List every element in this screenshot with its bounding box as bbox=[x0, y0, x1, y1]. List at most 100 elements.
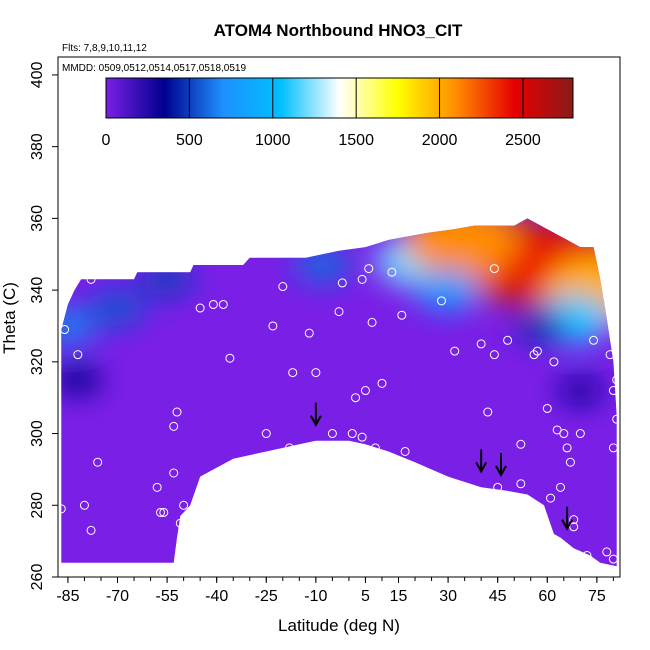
observation-marker bbox=[516, 479, 526, 489]
observation-marker bbox=[489, 350, 499, 360]
observation-marker bbox=[489, 264, 499, 274]
heatmap-hot-spot bbox=[140, 262, 194, 297]
x-tick-label: 45 bbox=[489, 588, 507, 605]
heatmap-field bbox=[61, 218, 617, 567]
observation-marker bbox=[532, 346, 542, 356]
heatmap-hot-spot bbox=[61, 364, 102, 395]
dates-subtitle: MMDD: 0509,0512,0514,0517,0518,0519 bbox=[62, 63, 246, 74]
y-tick-label: 260 bbox=[29, 564, 46, 591]
observation-marker bbox=[516, 439, 526, 449]
colorbar-gradient bbox=[105, 77, 574, 119]
colorbar: 0 500 1000 1500 2000 2500 bbox=[102, 77, 574, 149]
observation-marker bbox=[387, 267, 397, 277]
observation-marker bbox=[56, 504, 66, 514]
observation-markers bbox=[56, 238, 622, 564]
observation-marker bbox=[549, 357, 559, 367]
colorbar-tick-label: 2500 bbox=[505, 132, 541, 149]
observation-marker bbox=[169, 421, 179, 431]
x-tick-label: 75 bbox=[588, 588, 606, 605]
observation-marker bbox=[327, 429, 337, 439]
observation-marker bbox=[195, 303, 205, 313]
plot-border bbox=[57, 56, 621, 578]
observation-marker bbox=[562, 443, 572, 453]
colorbar-tick-label: 0 bbox=[102, 132, 111, 149]
observation-marker bbox=[86, 525, 96, 535]
down-arrow bbox=[495, 453, 507, 478]
observation-marker bbox=[612, 375, 622, 385]
observation-marker bbox=[476, 339, 486, 349]
y-tick-label: 320 bbox=[29, 348, 46, 375]
observation-marker bbox=[311, 368, 321, 378]
colorbar-tick-label: 2000 bbox=[422, 132, 458, 149]
observation-marker bbox=[284, 443, 294, 453]
observation-marker bbox=[86, 274, 96, 284]
observation-marker bbox=[608, 554, 618, 564]
x-tick-label: -85 bbox=[56, 588, 79, 605]
y-axis-label: Theta (C) bbox=[0, 282, 19, 354]
chart-title: ATOM4 Northbound HNO3_CIT bbox=[214, 21, 463, 40]
observation-marker bbox=[288, 368, 298, 378]
observation-marker bbox=[93, 457, 103, 467]
observation-marker bbox=[608, 386, 618, 396]
observation-marker bbox=[152, 482, 162, 492]
observation-marker bbox=[79, 500, 89, 510]
down-arrow bbox=[309, 402, 322, 427]
observation-marker bbox=[367, 317, 377, 327]
observation-marker bbox=[208, 299, 218, 309]
down-arrow bbox=[475, 449, 488, 474]
observation-marker bbox=[555, 482, 565, 492]
observation-marker bbox=[436, 296, 446, 306]
observation-marker bbox=[400, 446, 410, 456]
observation-marker bbox=[612, 414, 622, 424]
x-tick-label: -70 bbox=[106, 588, 129, 605]
observation-marker bbox=[605, 350, 615, 360]
y-tick-label: 360 bbox=[29, 205, 46, 232]
y-axis: 260 280 300 320 340 360 380 400 bbox=[29, 61, 58, 590]
observation-marker bbox=[493, 482, 503, 492]
arrow-markers bbox=[309, 402, 573, 531]
observation-marker bbox=[261, 429, 271, 439]
observation-marker bbox=[357, 432, 367, 442]
heatmap-hot-spot bbox=[294, 246, 351, 284]
observation-marker bbox=[278, 282, 288, 292]
observation-marker bbox=[337, 278, 347, 288]
x-tick-label: -25 bbox=[255, 588, 278, 605]
observation-marker bbox=[357, 274, 367, 284]
observation-marker bbox=[169, 468, 179, 478]
observation-marker bbox=[450, 346, 460, 356]
observation-marker bbox=[347, 429, 357, 439]
y-tick-label: 340 bbox=[29, 277, 46, 304]
observation-marker bbox=[155, 507, 165, 517]
observation-marker bbox=[179, 500, 189, 510]
observation-marker bbox=[608, 443, 618, 453]
y-tick-label: 300 bbox=[29, 420, 46, 447]
heatmap-hot-spot bbox=[61, 307, 98, 345]
heatmap-hot-spot bbox=[557, 376, 603, 405]
observation-marker bbox=[370, 443, 380, 453]
observation-marker bbox=[268, 321, 278, 331]
x-tick-label: -40 bbox=[205, 588, 228, 605]
observation-marker bbox=[483, 407, 493, 417]
colorbar-tick-label: 1500 bbox=[338, 132, 374, 149]
y-tick-label: 380 bbox=[29, 133, 46, 160]
observation-marker bbox=[245, 457, 255, 467]
heatmap-hot-spot bbox=[515, 309, 567, 343]
observation-marker bbox=[218, 299, 228, 309]
observation-marker bbox=[334, 307, 344, 317]
heatmap-hot-spot bbox=[416, 269, 481, 311]
heatmap-hot-spot bbox=[90, 290, 145, 326]
observation-marker bbox=[569, 515, 579, 525]
x-axis-label: Latitude (deg N) bbox=[278, 616, 400, 635]
colorbar-tick-label: 1000 bbox=[255, 132, 291, 149]
observation-marker bbox=[503, 335, 513, 345]
observation-marker bbox=[565, 457, 575, 467]
x-tick-label: 60 bbox=[538, 588, 556, 605]
observation-marker bbox=[351, 393, 361, 403]
observation-marker bbox=[225, 353, 235, 363]
x-tick-label: -55 bbox=[156, 588, 179, 605]
observation-marker bbox=[364, 264, 374, 274]
colorbar-tick-label: 500 bbox=[176, 132, 203, 149]
observation-marker bbox=[397, 310, 407, 320]
observation-marker bbox=[542, 403, 552, 413]
